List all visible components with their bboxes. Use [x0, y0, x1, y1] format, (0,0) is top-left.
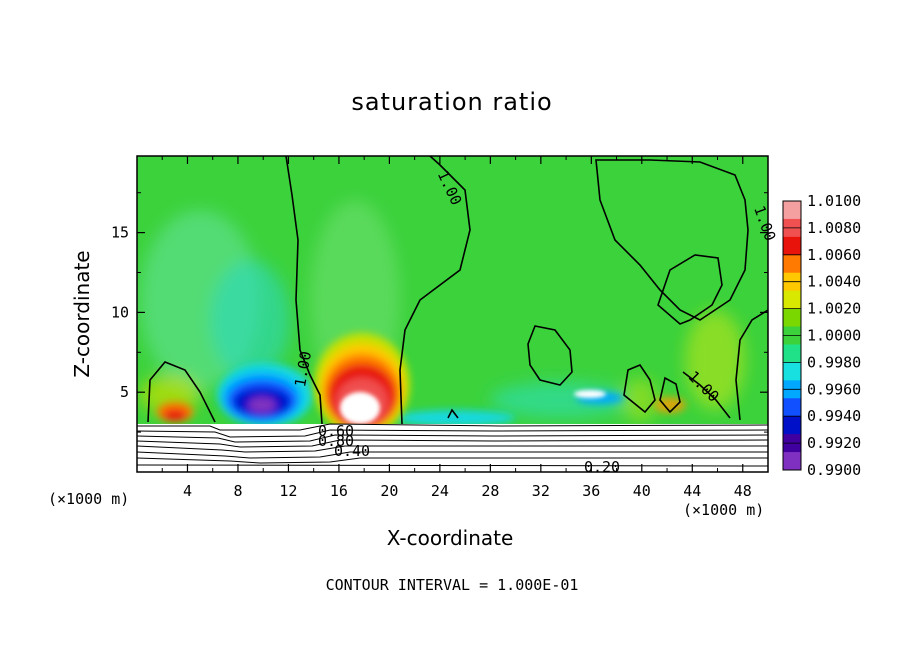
colorbar-label: 0.9980 [807, 353, 861, 371]
x-tick-label: 4 [183, 482, 192, 500]
colorbar-swatch [783, 236, 801, 256]
x-tick-label: 28 [481, 482, 499, 500]
x-unit-label-right: (×1000 m) [683, 501, 765, 519]
x-tick-label: 40 [633, 482, 651, 500]
contour-label: 0.60 [318, 422, 354, 440]
colorbar-swatch [783, 416, 801, 435]
colorbar-label: 0.9960 [807, 380, 861, 398]
colorbar-label: 1.0100 [807, 192, 861, 210]
x-tick-label: 48 [734, 482, 752, 500]
colorbar-swatch [783, 452, 801, 471]
x-tick-label: 44 [683, 482, 701, 500]
colorbar-swatch [783, 398, 801, 417]
x-tick-label: 12 [279, 482, 297, 500]
colorbar-swatch [783, 308, 801, 328]
colorbar-label: 0.9940 [807, 407, 861, 425]
chart-title: saturation ratio [351, 88, 553, 116]
x-unit-label-left: (×1000 m) [48, 490, 130, 508]
colorbar-label: 0.9920 [807, 434, 861, 452]
x-tick-label: 16 [330, 482, 348, 500]
colorbar-label: 0.9900 [807, 461, 861, 479]
colorbar-swatch [783, 201, 801, 220]
x-tick-label: 32 [532, 482, 550, 500]
colorbar-swatch [783, 344, 801, 363]
x-tick-label: 24 [431, 482, 449, 500]
x-tick-label: 20 [380, 482, 398, 500]
contour-label: 0.40 [334, 442, 370, 460]
x-axis-label: X-coordinate [386, 526, 514, 550]
contour-label: 1.00 [291, 350, 315, 389]
colorbar: 1.0100 1.0080 1.0060 1.0040 1.0020 1.0000 0.99… [782, 192, 861, 479]
y-tick-label: 10 [111, 303, 129, 321]
y-tick-label: 15 [111, 224, 129, 242]
colorbar-swatch [783, 290, 801, 310]
colorbar-swatch [783, 254, 801, 274]
colorbar-label: 1.0080 [807, 219, 861, 237]
colorbar-swatch [783, 362, 801, 381]
colorbar-label: 1.0060 [807, 246, 861, 264]
colorbar-label: 1.0020 [807, 300, 861, 318]
colorbar-label: 1.0040 [807, 273, 861, 291]
plot-frame [136, 155, 769, 473]
contour-label: 0.80 [318, 432, 354, 450]
colorbar-label: 1.0000 [807, 327, 861, 345]
x-tick-label: 36 [582, 482, 600, 500]
heatmap-field [137, 156, 768, 472]
contour-label: 0.20 [584, 458, 620, 476]
x-tick-label: 8 [233, 482, 242, 500]
y-tick-label: 5 [120, 383, 129, 401]
contour-interval-note: CONTOUR INTERVAL = 1.000E-01 [325, 576, 579, 594]
y-axis-ticks: 5 10 15 [111, 192, 768, 433]
x-axis-ticks: 4 8 12 16 20 24 28 32 36 40 44 48 [161, 156, 752, 500]
